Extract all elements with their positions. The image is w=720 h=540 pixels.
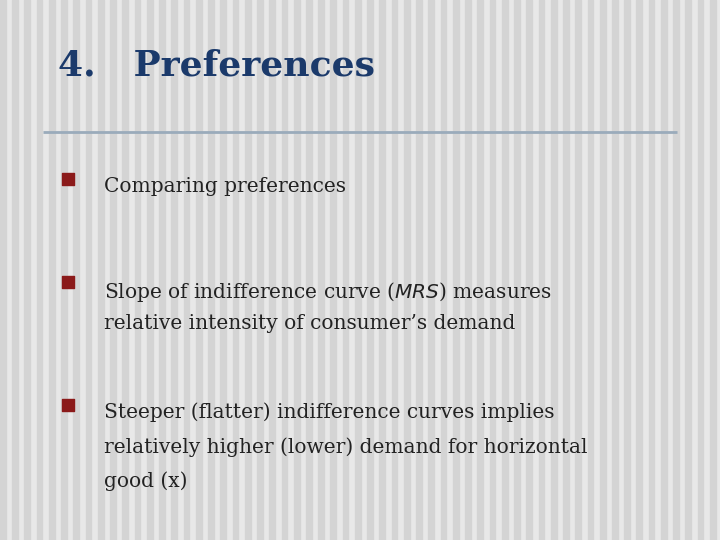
Bar xyxy=(441,0,446,540)
Bar xyxy=(502,0,508,540)
Bar xyxy=(330,0,336,540)
Bar xyxy=(355,0,361,540)
Bar xyxy=(612,0,618,540)
Bar xyxy=(343,0,348,540)
Bar xyxy=(477,0,483,540)
Bar xyxy=(208,0,214,540)
Bar xyxy=(306,0,312,540)
Bar xyxy=(257,0,263,540)
Bar xyxy=(685,0,691,540)
Text: Comparing preferences: Comparing preferences xyxy=(104,177,346,196)
Text: 4.   Preferences: 4. Preferences xyxy=(58,49,374,83)
Bar xyxy=(233,0,238,540)
Bar xyxy=(24,0,30,540)
Bar xyxy=(269,0,275,540)
Bar xyxy=(12,0,18,540)
Bar xyxy=(245,0,251,540)
Bar xyxy=(636,0,642,540)
Bar xyxy=(86,0,91,540)
Bar xyxy=(698,0,703,540)
Bar xyxy=(588,0,593,540)
Point xyxy=(63,175,74,184)
Bar xyxy=(220,0,226,540)
Point xyxy=(63,401,74,409)
Bar xyxy=(110,0,116,540)
Bar xyxy=(514,0,520,540)
Bar xyxy=(392,0,397,540)
Bar xyxy=(367,0,373,540)
Bar xyxy=(147,0,153,540)
Bar xyxy=(465,0,471,540)
Bar xyxy=(575,0,581,540)
Bar xyxy=(49,0,55,540)
Bar xyxy=(122,0,128,540)
Bar xyxy=(379,0,385,540)
Bar xyxy=(171,0,177,540)
Text: Slope of indifference curve ($\mathit{MRS}$) measures: Slope of indifference curve ($\mathit{MR… xyxy=(104,280,552,303)
Bar xyxy=(526,0,532,540)
Bar xyxy=(551,0,557,540)
Bar xyxy=(563,0,569,540)
Bar xyxy=(600,0,606,540)
Text: relative intensity of consumer’s demand: relative intensity of consumer’s demand xyxy=(104,314,516,333)
Bar xyxy=(710,0,716,540)
Bar xyxy=(404,0,410,540)
Bar xyxy=(98,0,104,540)
Bar xyxy=(318,0,324,540)
Bar xyxy=(0,0,6,540)
Bar xyxy=(135,0,140,540)
Bar xyxy=(453,0,459,540)
Bar xyxy=(184,0,189,540)
Text: Steeper (flatter) indifference curves implies: Steeper (flatter) indifference curves im… xyxy=(104,403,555,422)
Bar xyxy=(490,0,495,540)
Bar xyxy=(673,0,679,540)
Bar xyxy=(416,0,422,540)
Bar xyxy=(282,0,287,540)
Bar xyxy=(196,0,202,540)
Bar xyxy=(159,0,165,540)
Point xyxy=(63,278,74,286)
Text: good (x): good (x) xyxy=(104,471,188,490)
Text: relatively higher (lower) demand for horizontal: relatively higher (lower) demand for hor… xyxy=(104,437,588,456)
Bar xyxy=(294,0,300,540)
Bar xyxy=(649,0,654,540)
Bar xyxy=(539,0,544,540)
Bar xyxy=(624,0,630,540)
Bar xyxy=(37,0,42,540)
Bar xyxy=(428,0,434,540)
Bar xyxy=(73,0,79,540)
Bar xyxy=(661,0,667,540)
Bar xyxy=(61,0,67,540)
